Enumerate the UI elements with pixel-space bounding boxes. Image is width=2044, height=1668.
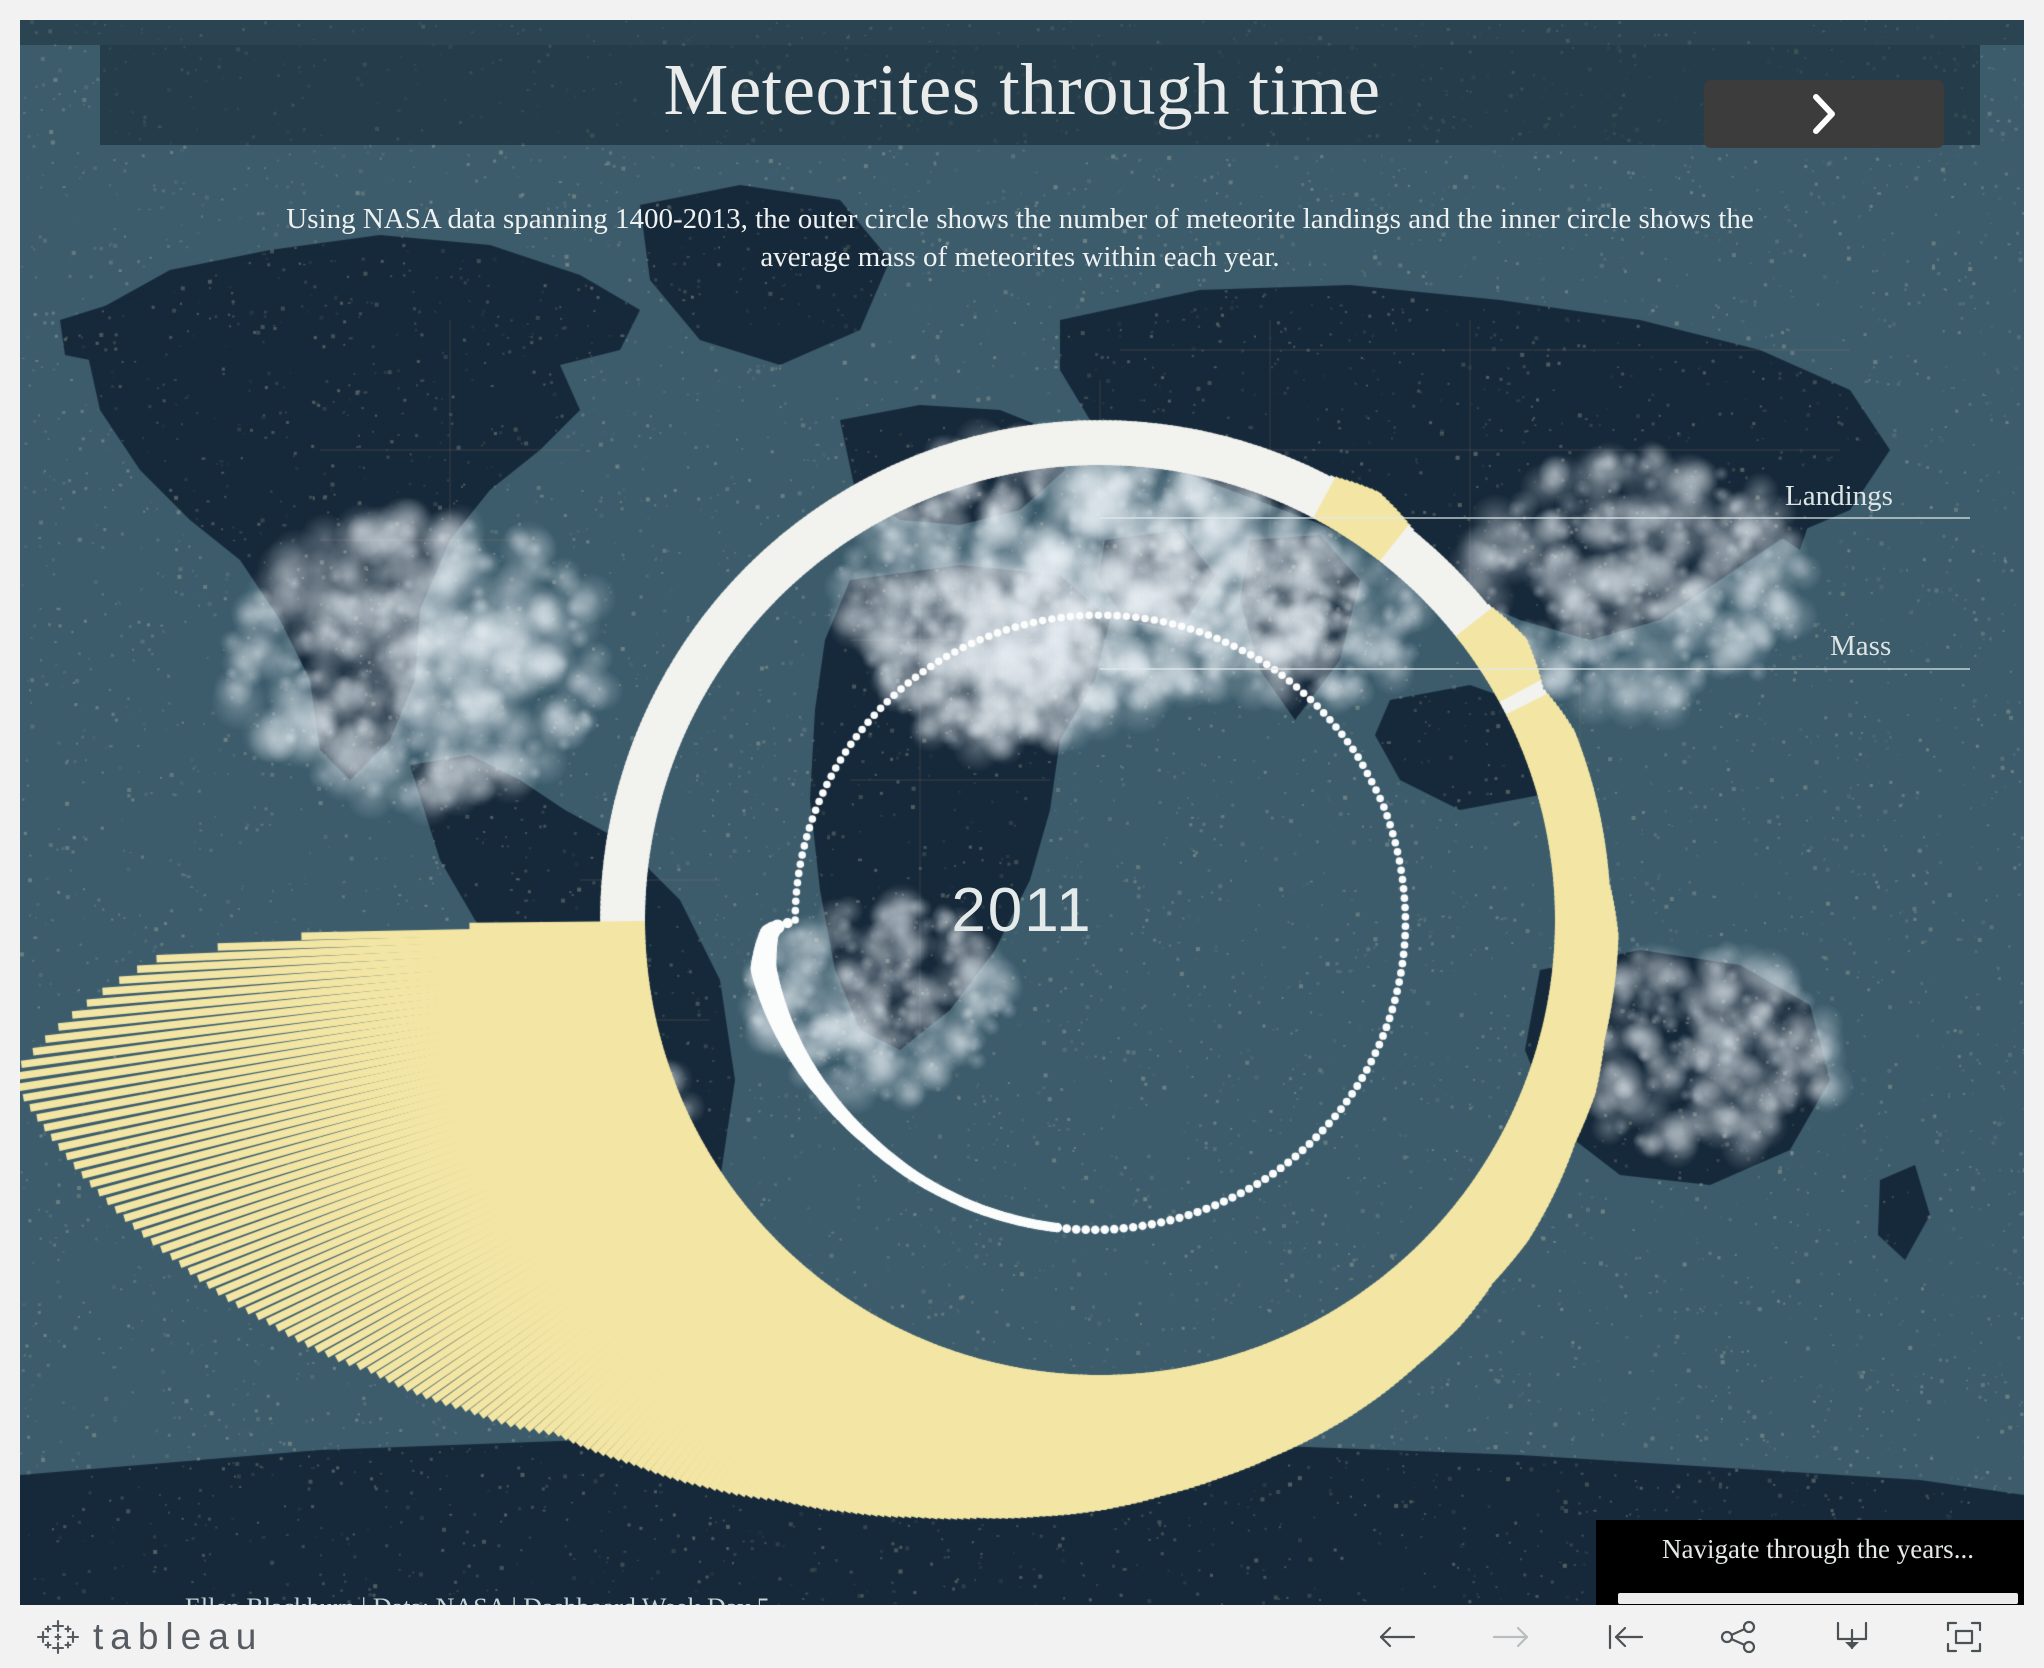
toolbar-icon-group bbox=[1376, 1619, 1984, 1655]
mass-reference-label: Mass bbox=[1830, 630, 1892, 662]
current-year-label: 2011 bbox=[951, 876, 1093, 945]
tableau-mark-icon bbox=[36, 1619, 80, 1654]
back-arrow-icon[interactable] bbox=[1376, 1622, 1418, 1652]
forward-arrow-icon bbox=[1492, 1626, 1529, 1647]
year-slider-panel[interactable]: Navigate through the years... bbox=[1596, 1520, 2024, 1605]
header-top-tint bbox=[20, 20, 2024, 45]
year-slider-track[interactable] bbox=[1618, 1593, 2018, 1604]
chevron-right-icon bbox=[1813, 94, 1835, 134]
page-subtitle: Using NASA data spanning 1400-2013, the … bbox=[286, 203, 1754, 274]
credit-line: Ellen Blackburn | Data: NASA | Dashboard… bbox=[185, 1593, 770, 1605]
page-title: Meteorites through time bbox=[663, 49, 1381, 130]
share-icon[interactable] bbox=[1718, 1620, 1760, 1654]
landings-reference-label: Landings bbox=[1785, 480, 1893, 512]
tableau-viz-canvas[interactable]: Landings Mass Meteorites through time Us… bbox=[20, 20, 2024, 1605]
mass-reference-line bbox=[1100, 668, 1970, 670]
fullscreen-icon[interactable] bbox=[1944, 1619, 1984, 1655]
download-icon[interactable] bbox=[1832, 1619, 1872, 1655]
next-story-point-button[interactable] bbox=[1704, 80, 1944, 148]
year-slider-title: Navigate through the years... bbox=[1662, 1534, 1974, 1564]
tableau-logo[interactable]: tableau bbox=[36, 1615, 263, 1659]
revert-all-icon[interactable] bbox=[1604, 1622, 1646, 1652]
tableau-toolbar: tableau bbox=[0, 1605, 2044, 1668]
landings-reference-line bbox=[1100, 517, 1970, 519]
tableau-logo-text: tableau bbox=[93, 1615, 264, 1657]
